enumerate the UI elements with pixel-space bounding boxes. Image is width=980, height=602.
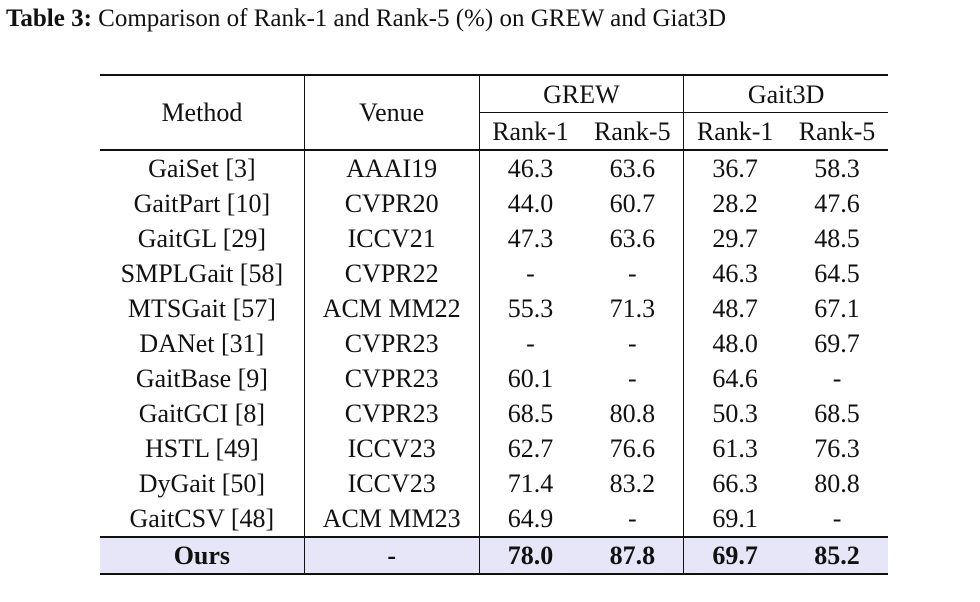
cell-gait3d-rank1: 28.2 bbox=[712, 189, 758, 218]
table-row: MTSGait [57] ACM MM22 55.3 71.3 48.7 67.1 bbox=[100, 291, 888, 326]
caption-label: Table 3: bbox=[6, 5, 92, 32]
cell-gait3d-rank1: 64.6 bbox=[712, 364, 758, 393]
cell-grew-rank1: - bbox=[526, 329, 535, 358]
cell-method: GaitGCI [8] bbox=[100, 396, 305, 431]
cell-grew-rank5: - bbox=[581, 361, 685, 396]
header-grew-rank1: Rank-1 bbox=[492, 116, 569, 146]
cell-grew-rank1: - bbox=[526, 259, 535, 288]
cell-venue: ICCV23 bbox=[304, 431, 480, 466]
cell-method: MTSGait [57] bbox=[100, 291, 305, 326]
cell-grew-rank1: 68.5 bbox=[507, 399, 554, 428]
cell-gait3d-rank5: 58.3 bbox=[786, 149, 888, 186]
cell-venue: CVPR22 bbox=[304, 256, 480, 291]
table-row: HSTL [49] ICCV23 62.7 76.6 61.3 76.3 bbox=[100, 431, 888, 466]
cell-grew-rank5: 63.6 bbox=[581, 149, 685, 186]
cell-grew-rank5: 71.3 bbox=[581, 291, 685, 326]
cell-gait3d-rank5: 64.5 bbox=[814, 259, 860, 288]
cell-method: HSTL [49] bbox=[100, 431, 305, 466]
cell-venue: ACM MM23 bbox=[304, 501, 480, 537]
table-row: GaitBase [9] CVPR23 60.1-64.6- bbox=[100, 361, 888, 396]
cell-grew-rank5: 80.8 bbox=[581, 396, 685, 431]
cell-grew-rank1: 64.9 bbox=[507, 504, 554, 533]
table-row: DANet [31] CVPR23- -48.0 69.7 bbox=[100, 326, 888, 361]
header-method: Method bbox=[100, 75, 305, 150]
cell-grew-rank5: - bbox=[581, 326, 685, 361]
cell-venue: CVPR20 bbox=[304, 186, 480, 221]
header-gait3d-rank1: Rank-1 bbox=[696, 116, 774, 146]
cell-gait3d-rank1: 48.0 bbox=[712, 329, 758, 358]
table-row: GaitCSV [48] ACM MM23 64.9-69.1- bbox=[100, 501, 888, 537]
cell-method: DANet [31] bbox=[100, 326, 305, 361]
caption-text: Comparison of Rank-1 and Rank-5 (%) on G… bbox=[98, 5, 727, 32]
table-row: DyGait [50] ICCV23 71.4 83.2 66.3 80.8 bbox=[100, 466, 888, 501]
cell-gait3d-rank5: 48.5 bbox=[814, 224, 860, 253]
results-table: Method Venue GREW Gait3D Rank-1 Rank-5 R… bbox=[100, 74, 888, 575]
cell-method: GaitPart [10] bbox=[100, 186, 305, 221]
header-group-grew: GREW bbox=[479, 75, 685, 113]
cell-method: GaiSet [3] bbox=[100, 149, 305, 186]
cell-grew-rank1: 62.7 bbox=[507, 434, 554, 463]
header-group-gait3d: Gait3D bbox=[683, 75, 888, 113]
cell-venue: ACM MM22 bbox=[304, 291, 480, 326]
cell-venue: ICCV21 bbox=[304, 221, 480, 256]
table-caption: Table 3: Comparison of Rank-1 and Rank-5… bbox=[6, 2, 980, 36]
cell-grew-rank1: 47.3 bbox=[507, 224, 554, 253]
cell-method: GaitGL [29] bbox=[100, 221, 305, 256]
table-row-ours: Ours -78.0 87.8 69.7 85.2 bbox=[100, 536, 888, 575]
header-gait3d-rank5: Rank-5 bbox=[798, 116, 876, 146]
cell-venue: CVPR23 bbox=[304, 326, 480, 361]
cell-gait3d-rank5: - bbox=[832, 364, 842, 393]
cell-method-ours: Ours bbox=[100, 536, 305, 575]
cell-grew-rank5: 63.6 bbox=[581, 221, 685, 256]
table-row: GaitGL [29] ICCV21 47.3 63.6 29.7 48.5 bbox=[100, 221, 888, 256]
table-row: GaiSet [3] AAAI19 46.3 63.6 36.7 58.3 bbox=[100, 149, 888, 186]
cell-grew-rank1: 60.1 bbox=[507, 364, 554, 393]
cell-gait3d-rank5: 76.3 bbox=[814, 434, 860, 463]
cell-venue: CVPR23 bbox=[304, 396, 480, 431]
header-grew-rank5: Rank-5 bbox=[581, 112, 685, 150]
cell-grew-rank5: 60.7 bbox=[581, 186, 685, 221]
table-row: GaitGCI [8] CVPR23 68.5 80.8 50.3 68.5 bbox=[100, 396, 888, 431]
cell-method: GaitCSV [48] bbox=[100, 501, 305, 537]
cell-gait3d-rank1: 29.7 bbox=[712, 224, 758, 253]
cell-venue: CVPR23 bbox=[304, 361, 480, 396]
cell-gait3d-rank5: - bbox=[832, 504, 842, 533]
cell-grew-rank5: 83.2 bbox=[581, 466, 685, 501]
cell-gait3d-rank1: 36.7 bbox=[683, 149, 787, 186]
cell-gait3d-rank1-ours: 69.7 bbox=[683, 536, 787, 575]
cell-gait3d-rank1: 48.7 bbox=[712, 294, 758, 323]
cell-gait3d-rank5: 80.8 bbox=[814, 469, 860, 498]
cell-method: SMPLGait [58] bbox=[100, 256, 305, 291]
cell-method: DyGait [50] bbox=[100, 466, 305, 501]
cell-grew-rank5: - bbox=[581, 501, 685, 537]
cell-grew-rank1: 55.3 bbox=[507, 294, 554, 323]
cell-gait3d-rank5: 47.6 bbox=[814, 189, 860, 218]
cell-gait3d-rank1: 69.1 bbox=[712, 504, 758, 533]
table-row: GaitPart [10] CVPR20 44.0 60.7 28.2 47.6 bbox=[100, 186, 888, 221]
cell-grew-rank5-ours: 87.8 bbox=[581, 536, 685, 575]
cell-venue: AAAI19 bbox=[304, 149, 480, 186]
cell-grew-rank1: 46.3 bbox=[479, 149, 582, 186]
cell-gait3d-rank1: 66.3 bbox=[712, 469, 758, 498]
cell-gait3d-rank5-ours: 85.2 bbox=[786, 536, 888, 575]
cell-grew-rank1: 44.0 bbox=[507, 189, 554, 218]
table-row: SMPLGait [58] CVPR22- -46.3 64.5 bbox=[100, 256, 888, 291]
header-venue: Venue bbox=[304, 75, 480, 150]
cell-grew-rank1: 71.4 bbox=[507, 469, 554, 498]
cell-venue-ours: - bbox=[304, 536, 480, 575]
cell-gait3d-rank1: 61.3 bbox=[712, 434, 758, 463]
cell-grew-rank5: 76.6 bbox=[581, 431, 685, 466]
cell-gait3d-rank5: 68.5 bbox=[814, 399, 860, 428]
cell-gait3d-rank5: 69.7 bbox=[814, 329, 860, 358]
cell-venue: ICCV23 bbox=[304, 466, 480, 501]
cell-grew-rank5: - bbox=[581, 256, 685, 291]
cell-method: GaitBase [9] bbox=[100, 361, 305, 396]
cell-gait3d-rank1: 50.3 bbox=[712, 399, 758, 428]
cell-gait3d-rank1: 46.3 bbox=[712, 259, 758, 288]
cell-grew-rank1-ours: 78.0 bbox=[479, 536, 582, 575]
cell-gait3d-rank5: 67.1 bbox=[814, 294, 860, 323]
